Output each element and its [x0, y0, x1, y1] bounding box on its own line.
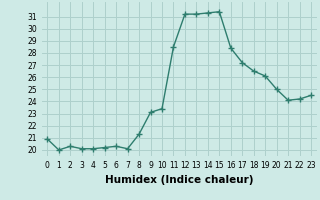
X-axis label: Humidex (Indice chaleur): Humidex (Indice chaleur): [105, 175, 253, 185]
